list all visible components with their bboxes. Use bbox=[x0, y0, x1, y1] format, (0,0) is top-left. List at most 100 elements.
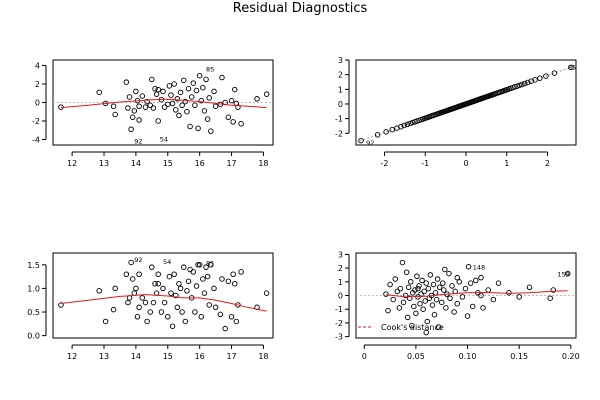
data-point bbox=[429, 302, 436, 308]
panel-residuals-vs-fitted: 12 13 14 15 16 17 18 -4 -2 0 2 4 85 92 54 bbox=[32, 59, 274, 168]
data-point bbox=[201, 290, 208, 296]
data-point bbox=[173, 107, 179, 113]
data-point bbox=[169, 100, 176, 107]
point-label: 159 bbox=[557, 271, 569, 279]
data-point bbox=[204, 116, 211, 122]
plot-frame bbox=[52, 252, 274, 339]
x-tick-label: 13 bbox=[99, 159, 109, 168]
y-tick-label: 3 bbox=[338, 56, 343, 65]
data-point bbox=[193, 87, 200, 94]
y-tick-label: 0 bbox=[338, 292, 343, 301]
data-point bbox=[383, 291, 389, 297]
data-point bbox=[441, 287, 447, 293]
data-point bbox=[190, 269, 197, 275]
data-point bbox=[263, 91, 270, 97]
x-tick-label: 17 bbox=[226, 159, 236, 168]
point-label: 85 bbox=[206, 65, 214, 73]
smoother-line bbox=[60, 294, 267, 312]
data-point bbox=[449, 283, 455, 289]
y-tick-label: 1.0 bbox=[27, 284, 40, 293]
data-point bbox=[174, 96, 181, 102]
data-point bbox=[185, 85, 192, 92]
data-point bbox=[200, 84, 206, 91]
data-point bbox=[547, 295, 553, 301]
y-tick-label: 2 bbox=[338, 264, 343, 273]
data-point bbox=[161, 104, 168, 110]
data-point bbox=[144, 318, 150, 325]
x-tick-label: 18 bbox=[258, 352, 268, 361]
data-point bbox=[385, 307, 391, 314]
y-tick-label: 0 bbox=[338, 100, 343, 109]
data-point bbox=[490, 296, 497, 303]
data-point bbox=[139, 295, 146, 301]
data-point bbox=[421, 288, 427, 295]
data-point bbox=[136, 103, 142, 109]
data-point bbox=[387, 281, 393, 288]
data-point bbox=[404, 314, 411, 321]
data-point bbox=[568, 64, 574, 71]
data-point bbox=[128, 259, 134, 266]
panel-normal-qq: -2 -1 0 1 2 -2 -1 0 1 2 3 85 92 bbox=[335, 56, 577, 168]
data-point bbox=[131, 108, 138, 114]
data-point bbox=[112, 285, 118, 292]
plot-frame bbox=[355, 59, 577, 146]
data-point bbox=[133, 285, 139, 292]
data-point bbox=[397, 285, 404, 292]
data-point bbox=[134, 314, 141, 320]
data-point bbox=[211, 88, 217, 95]
data-point bbox=[396, 305, 403, 311]
data-point bbox=[110, 103, 117, 109]
data-point bbox=[184, 288, 190, 294]
data-point bbox=[516, 82, 523, 89]
point-label: 92 bbox=[366, 139, 374, 147]
data-point bbox=[171, 81, 177, 87]
data-point bbox=[225, 114, 232, 121]
data-point bbox=[212, 103, 219, 109]
data-point bbox=[166, 83, 173, 89]
data-point bbox=[166, 273, 173, 280]
data-point bbox=[212, 304, 219, 311]
data-point bbox=[168, 92, 174, 98]
data-point bbox=[152, 280, 158, 287]
data-point bbox=[416, 283, 422, 289]
data-point bbox=[182, 318, 189, 325]
data-point bbox=[149, 76, 155, 83]
data-point bbox=[478, 274, 484, 281]
x-tick-label: 0 bbox=[362, 352, 367, 361]
data-point bbox=[201, 108, 208, 114]
data-point bbox=[200, 276, 206, 282]
y-tick-label: 4 bbox=[35, 62, 40, 71]
data-point bbox=[155, 118, 161, 124]
data-point bbox=[155, 280, 161, 287]
data-point bbox=[401, 122, 408, 129]
data-point bbox=[219, 276, 225, 282]
data-point bbox=[443, 305, 449, 311]
data-point bbox=[440, 280, 446, 286]
data-point bbox=[179, 102, 185, 109]
x-tick-label: -1 bbox=[421, 159, 429, 168]
data-point bbox=[424, 318, 431, 325]
data-point bbox=[195, 262, 201, 268]
data-point bbox=[147, 309, 153, 315]
data-point bbox=[392, 276, 398, 282]
data-point bbox=[125, 299, 131, 306]
x-tick-label: -2 bbox=[381, 159, 389, 168]
data-point bbox=[160, 285, 166, 292]
data-point bbox=[182, 98, 189, 105]
y-tick-label: 2 bbox=[35, 80, 40, 89]
data-point bbox=[180, 77, 187, 84]
data-point bbox=[198, 97, 205, 104]
data-point bbox=[454, 274, 460, 281]
data-point bbox=[422, 298, 428, 304]
x-tick-label: 14 bbox=[131, 352, 141, 361]
data-point bbox=[188, 94, 195, 100]
point-label: 148 bbox=[473, 264, 485, 272]
data-point bbox=[173, 292, 179, 299]
y-tick-label: -4 bbox=[32, 135, 40, 144]
data-point bbox=[228, 97, 235, 104]
x-tick-label: 12 bbox=[67, 352, 77, 361]
data-point bbox=[126, 94, 133, 100]
data-point bbox=[180, 264, 187, 270]
data-point bbox=[206, 95, 212, 101]
